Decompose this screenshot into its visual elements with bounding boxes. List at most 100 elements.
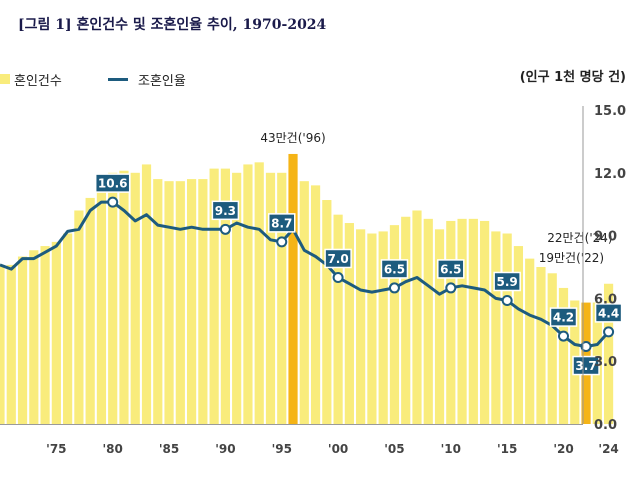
bar-2011 <box>457 218 467 424</box>
bar-2008 <box>423 218 433 424</box>
bar-2006 <box>401 216 411 424</box>
bar-1984 <box>153 179 163 424</box>
point-2022 <box>580 341 592 353</box>
bar-2015 <box>502 233 512 424</box>
data-label-2020: 4.2 <box>553 311 574 325</box>
x-tick-1985: '85 <box>159 442 179 456</box>
bar-2020 <box>558 287 569 424</box>
data-label-2005: 6.5 <box>384 262 405 276</box>
data-label-2015: 5.9 <box>497 275 518 289</box>
data-label-box-2000 <box>324 248 352 269</box>
bar-1980 <box>108 172 118 424</box>
bar-2003 <box>367 233 377 424</box>
data-label-box-2020 <box>549 307 578 327</box>
legend-line-swatch <box>108 78 128 81</box>
unit-label: (인구 1천 명당 건) <box>519 70 626 85</box>
bar-2001 <box>344 223 354 424</box>
bar-1982 <box>130 172 140 424</box>
bar-1977 <box>74 210 84 424</box>
bar-1985 <box>164 181 174 424</box>
bar-2010 <box>446 220 456 424</box>
bar-2013 <box>480 220 490 424</box>
point-1980 <box>107 196 119 208</box>
annotation-1996: 43만건('96) <box>260 131 325 145</box>
bar-1979 <box>96 185 107 424</box>
x-tick-2010: '10 <box>441 442 461 456</box>
annotation-2024: 22만건('24) <box>547 231 612 245</box>
y-tick-0-0: 0.0 <box>594 418 617 433</box>
bar-2009 <box>434 229 445 424</box>
bar-1999 <box>322 200 332 424</box>
bar-2019 <box>547 273 557 424</box>
bar-1983 <box>141 164 152 424</box>
data-label-2000: 7.0 <box>327 252 348 266</box>
x-tick-2024: '24 <box>598 442 618 456</box>
bar-2000 <box>333 214 343 424</box>
point-2005 <box>388 282 400 294</box>
bar-1972 <box>17 256 28 424</box>
x-tick-1995: '95 <box>272 442 292 456</box>
bar-1991 <box>232 172 242 424</box>
data-label-box-1995 <box>268 213 296 233</box>
point-2015 <box>501 294 513 306</box>
bar-1998 <box>310 185 321 424</box>
bar-1994 <box>265 172 276 424</box>
bar-1993 <box>254 162 264 425</box>
bar-1997 <box>299 181 309 424</box>
x-tick-2005: '05 <box>384 442 404 456</box>
bar-2024 <box>603 283 614 424</box>
y-tick-3-0: 3.0 <box>594 355 617 370</box>
bar-2017 <box>525 258 535 424</box>
y-tick-9-0: 9.0 <box>594 230 617 245</box>
bar-2014 <box>491 231 501 424</box>
bar-1992 <box>243 164 253 424</box>
bar-2005 <box>389 225 400 424</box>
data-label-box-2015 <box>493 271 521 292</box>
bar-2016 <box>513 246 524 424</box>
x-tick-1980: '80 <box>103 442 123 456</box>
bar-1987 <box>186 179 197 424</box>
point-2020 <box>558 330 569 342</box>
data-label-box-2010 <box>437 259 465 279</box>
bar-1971 <box>6 264 16 424</box>
bar-1996 <box>288 153 298 424</box>
bar-1981 <box>119 170 129 424</box>
data-label-1995: 8.7 <box>271 216 292 230</box>
data-label-2010: 6.5 <box>440 262 461 276</box>
annotation-2022: 19만건('22) <box>539 251 604 265</box>
y-tick-15-0: 15.0 <box>594 104 626 119</box>
data-label-2024: 4.4 <box>598 306 619 320</box>
point-2024 <box>603 326 615 338</box>
x-tick-1975: '75 <box>46 442 66 456</box>
data-label-2022: 3.7 <box>575 359 596 373</box>
data-label-box-1980 <box>94 173 131 193</box>
y-tick-12-0: 12.0 <box>594 167 626 182</box>
legend-line-label: 조혼인율 <box>138 74 186 89</box>
x-tick-2000: '00 <box>328 442 348 456</box>
bar-1970 <box>0 264 5 424</box>
bar-2002 <box>356 229 366 424</box>
bar-2007 <box>412 210 422 424</box>
bar-1973 <box>29 250 39 424</box>
bar-1989 <box>209 168 219 424</box>
bar-1988 <box>198 179 208 424</box>
bar-1978 <box>85 197 95 424</box>
bar-1986 <box>175 181 185 424</box>
data-label-1980: 10.6 <box>98 177 128 191</box>
bar-2018 <box>536 267 546 424</box>
x-tick-2020: '20 <box>553 442 573 456</box>
legend-bar-label: 혼인건수 <box>14 74 62 89</box>
data-label-box-2005 <box>380 259 409 279</box>
point-2000 <box>332 271 344 283</box>
bar-1974 <box>40 246 50 424</box>
bar-1976 <box>63 233 73 424</box>
x-tick-1990: '90 <box>215 442 235 456</box>
y-tick-6-0: 6.0 <box>594 292 617 307</box>
x-tick-2015: '15 <box>497 442 517 456</box>
legend-bar-swatch <box>0 74 10 84</box>
point-1995 <box>276 236 288 248</box>
bar-1995 <box>277 172 287 424</box>
bar-1990 <box>220 168 230 424</box>
data-label-box-2022 <box>572 355 600 376</box>
